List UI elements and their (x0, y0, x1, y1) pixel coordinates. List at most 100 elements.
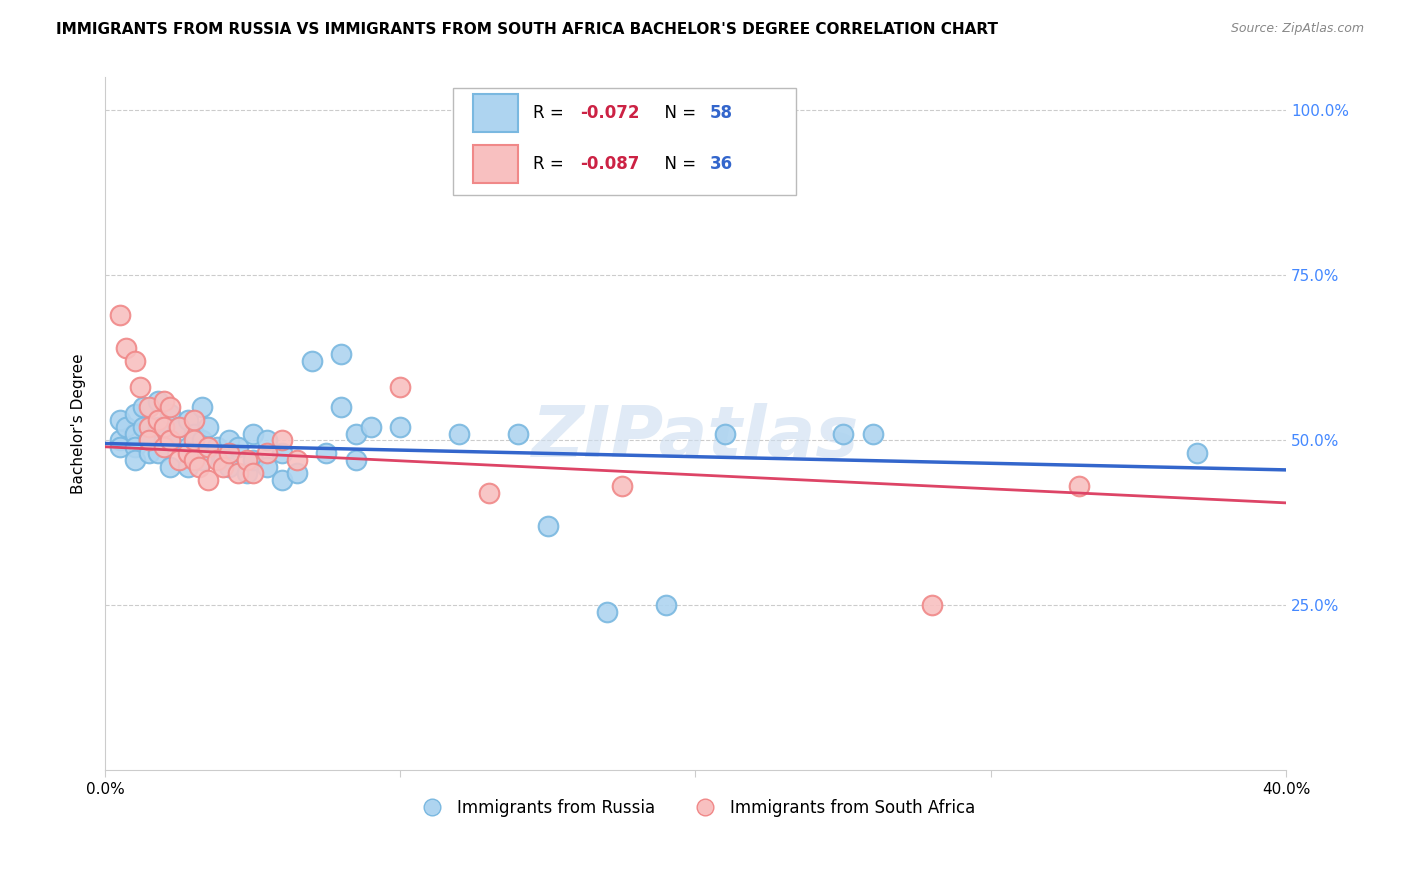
Text: Source: ZipAtlas.com: Source: ZipAtlas.com (1230, 22, 1364, 36)
Point (1187, 446, 1209, 460)
Point (108, 440, 131, 454)
Point (159, 407, 181, 421)
Point (197, 473, 219, 487)
Point (1069, 479, 1091, 493)
Point (132, 420, 155, 434)
Point (132, 401, 155, 415)
Point (159, 401, 181, 415)
FancyBboxPatch shape (474, 145, 519, 183)
Point (108, 434, 131, 448)
Point (129, 380, 152, 394)
Point (205, 453, 228, 467)
FancyBboxPatch shape (474, 95, 519, 133)
Point (344, 453, 367, 467)
Point (124, 354, 146, 368)
Point (256, 434, 278, 448)
Point (271, 473, 294, 487)
Point (176, 440, 198, 454)
Point (146, 420, 169, 434)
Point (226, 440, 249, 454)
Point (235, 453, 257, 467)
Point (596, 605, 619, 619)
Point (159, 434, 181, 448)
Point (124, 440, 146, 454)
Point (183, 434, 205, 448)
Point (191, 453, 214, 467)
Point (226, 466, 249, 480)
Point (153, 420, 176, 434)
Point (167, 453, 190, 467)
Point (159, 434, 181, 448)
Point (478, 486, 501, 500)
Point (197, 420, 219, 434)
Point (138, 434, 160, 448)
Text: -0.072: -0.072 (579, 104, 640, 122)
Point (183, 413, 205, 427)
Point (183, 426, 205, 441)
Point (176, 413, 198, 427)
Point (242, 453, 264, 467)
Point (114, 420, 136, 434)
Text: R =: R = (533, 104, 568, 122)
Point (114, 341, 136, 355)
Point (218, 434, 240, 448)
Point (167, 420, 190, 434)
Point (508, 426, 530, 441)
Point (832, 426, 855, 441)
Point (235, 466, 257, 480)
Point (212, 459, 235, 474)
Point (124, 426, 146, 441)
Point (344, 426, 367, 441)
Text: -0.087: -0.087 (579, 155, 640, 173)
Point (138, 420, 160, 434)
Point (271, 434, 294, 448)
Point (301, 354, 323, 368)
Point (146, 393, 169, 408)
FancyBboxPatch shape (453, 87, 796, 195)
Y-axis label: Bachelor's Degree: Bachelor's Degree (72, 353, 86, 494)
Point (449, 426, 471, 441)
Point (167, 420, 190, 434)
Text: R =: R = (533, 155, 568, 173)
Text: N =: N = (654, 104, 702, 122)
Point (138, 401, 160, 415)
Text: IMMIGRANTS FROM RUSSIA VS IMMIGRANTS FROM SOUTH AFRICA BACHELOR'S DEGREE CORRELA: IMMIGRANTS FROM RUSSIA VS IMMIGRANTS FRO… (56, 22, 998, 37)
Point (285, 466, 308, 480)
Point (655, 598, 678, 612)
Point (191, 401, 214, 415)
Point (862, 426, 884, 441)
Text: 58: 58 (710, 104, 733, 122)
Point (146, 413, 169, 427)
Legend: Immigrants from Russia, Immigrants from South Africa: Immigrants from Russia, Immigrants from … (409, 793, 983, 824)
Point (153, 393, 176, 408)
Point (153, 440, 176, 454)
Point (271, 446, 294, 460)
Point (176, 459, 198, 474)
Point (191, 434, 214, 448)
Point (138, 446, 160, 460)
Point (714, 426, 737, 441)
Point (256, 459, 278, 474)
Point (389, 380, 412, 394)
Point (218, 446, 240, 460)
Text: 36: 36 (710, 155, 733, 173)
Point (921, 598, 943, 612)
Text: N =: N = (654, 155, 702, 173)
Point (330, 347, 353, 361)
Point (183, 453, 205, 467)
Point (188, 459, 211, 474)
Point (205, 440, 228, 454)
Point (330, 401, 353, 415)
Point (159, 459, 181, 474)
Point (153, 434, 176, 448)
Point (108, 413, 131, 427)
Point (242, 426, 264, 441)
Point (610, 479, 633, 493)
Point (315, 446, 337, 460)
Point (256, 446, 278, 460)
Point (176, 446, 198, 460)
Point (212, 453, 235, 467)
Point (242, 466, 264, 480)
Point (146, 446, 169, 460)
Point (197, 440, 219, 454)
